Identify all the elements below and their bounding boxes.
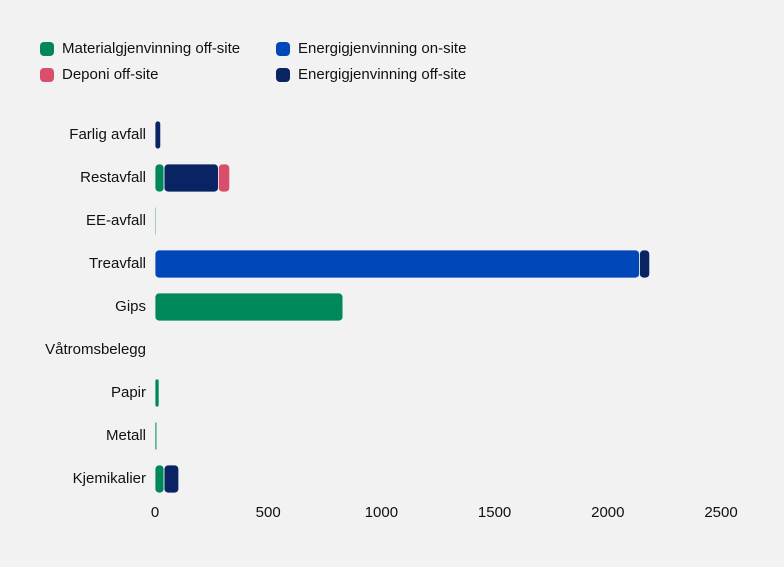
bar-segment — [154, 421, 158, 451]
bar-segment — [163, 163, 219, 193]
bar-segment — [154, 120, 162, 150]
y-tick-label: Våtromsbelegg — [45, 341, 146, 358]
bar-segment — [154, 378, 160, 408]
legend-label: Materialgjenvinning off-site — [62, 40, 240, 57]
bar-segment — [154, 292, 344, 322]
x-tick-label: 0 — [151, 504, 159, 521]
bar-segment — [154, 206, 157, 236]
bar-segment — [163, 464, 180, 494]
y-tick-label: Restavfall — [80, 169, 146, 186]
legend-swatch — [40, 42, 54, 56]
x-tick-label: 2500 — [704, 504, 737, 521]
legend-label: Deponi off-site — [62, 66, 158, 83]
bar-segment — [154, 464, 165, 494]
y-tick-label: Treavfall — [89, 255, 146, 272]
bar-segment — [639, 249, 651, 279]
legend-swatch — [276, 68, 290, 82]
x-tick-label: 2000 — [591, 504, 624, 521]
bar-segment — [154, 163, 165, 193]
legend-swatch — [276, 42, 290, 56]
x-tick-label: 1500 — [478, 504, 511, 521]
legend-swatch — [40, 68, 54, 82]
legend-label: Energigjenvinning off-site — [298, 66, 466, 83]
y-tick-label: Farlig avfall — [69, 126, 146, 143]
legend-label: Energigjenvinning on-site — [298, 40, 466, 57]
bar-segment — [154, 249, 640, 279]
y-tick-label: Kjemikalier — [73, 470, 146, 487]
x-tick-label: 1000 — [365, 504, 398, 521]
x-tick-label: 500 — [256, 504, 281, 521]
y-tick-label: EE-avfall — [86, 212, 146, 229]
y-tick-label: Metall — [106, 427, 146, 444]
y-tick-label: Papir — [111, 384, 146, 401]
bar-segment — [154, 335, 157, 365]
y-tick-label: Gips — [115, 298, 146, 315]
bar-segment — [217, 163, 231, 193]
